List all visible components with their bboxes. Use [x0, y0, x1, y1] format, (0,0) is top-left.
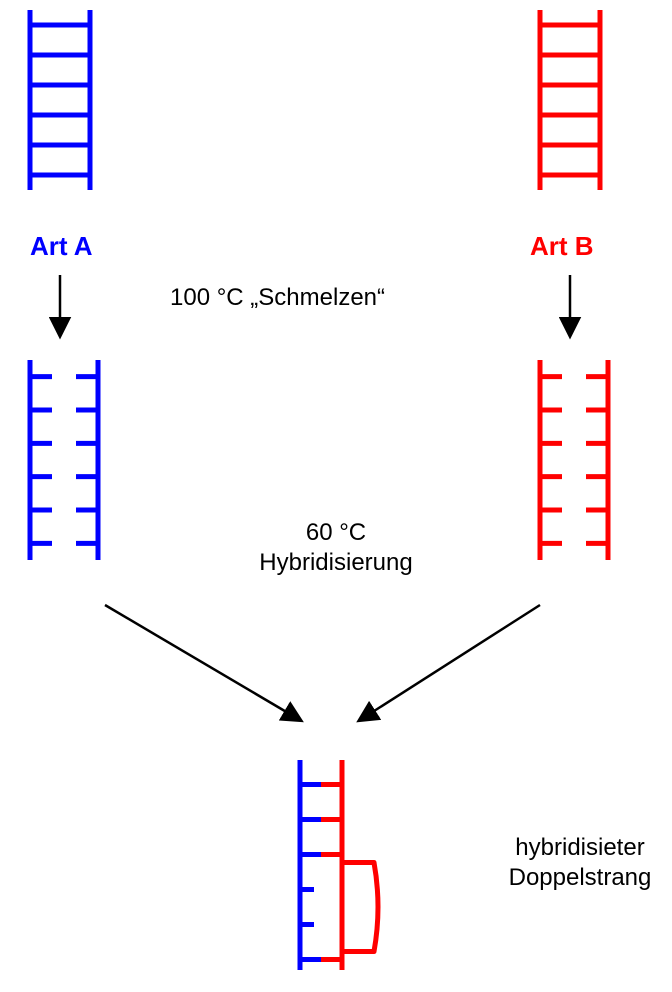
label-melt: 100 °C „Schmelzen“ [170, 284, 385, 311]
hybrid-bulge [342, 863, 378, 952]
label-hyb-word: Hybridisierung [259, 549, 412, 576]
label-hybrid-2: Doppelstrang [509, 864, 652, 891]
label-hybrid-1: hybridisieter [515, 834, 644, 861]
arrow [360, 605, 540, 720]
arrow [105, 605, 300, 720]
label-art-b: Art B [530, 231, 594, 261]
label-art-a: Art A [30, 231, 93, 261]
label-hyb-temp: 60 °C [306, 519, 366, 546]
